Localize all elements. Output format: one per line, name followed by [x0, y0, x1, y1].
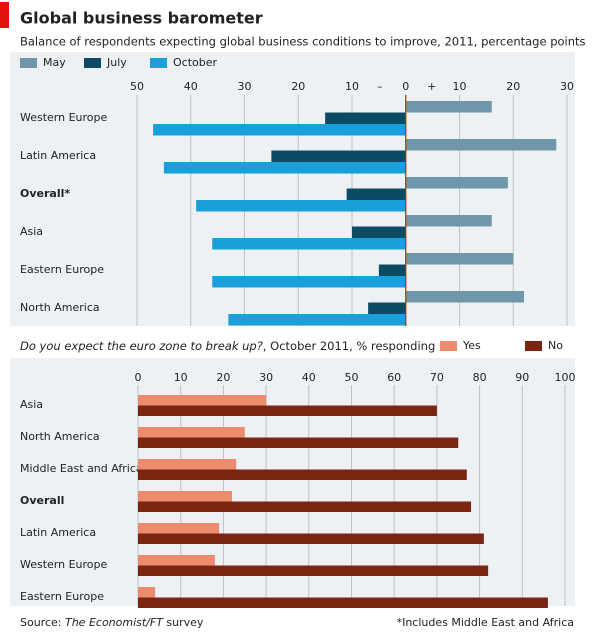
- x-tick-label: 30: [560, 80, 574, 93]
- bar: [212, 276, 406, 288]
- bar: [138, 469, 467, 480]
- x-tick-label: 90: [515, 371, 529, 384]
- legend-label: July: [106, 56, 127, 69]
- bar: [138, 533, 484, 544]
- bar: [138, 587, 156, 598]
- bar: [378, 264, 406, 276]
- x-tick-label: 20: [506, 80, 520, 93]
- bar: [138, 395, 267, 406]
- category-label: Asia: [20, 225, 43, 238]
- title: Global business barometer: [20, 9, 263, 28]
- bar: [138, 523, 220, 534]
- source-italic: The Economist/FT: [65, 616, 164, 629]
- bar: [138, 427, 245, 438]
- bar: [138, 555, 215, 566]
- legend-label: May: [43, 56, 66, 69]
- category-label: North America: [20, 301, 100, 314]
- accent: [0, 2, 9, 28]
- x-tick-label: 80: [473, 371, 487, 384]
- note: *Includes Middle East and Africa: [397, 616, 574, 629]
- bar: [138, 501, 472, 512]
- legend-label: October: [173, 56, 217, 69]
- category-label: Middle East and Africa: [20, 462, 143, 475]
- x-tick-label: 20: [291, 80, 305, 93]
- bar: [163, 162, 406, 174]
- category-label: Overall: [20, 494, 64, 507]
- x-tick-label: 70: [430, 371, 444, 384]
- bar: [405, 253, 514, 265]
- x-tick-label: 20: [216, 371, 230, 384]
- legend-label: Yes: [462, 339, 481, 352]
- x-tick-label: 30: [259, 371, 273, 384]
- x-tick-label: 30: [238, 80, 252, 93]
- panel: [10, 358, 575, 606]
- bar: [138, 437, 459, 448]
- bar: [138, 597, 548, 608]
- category-label: Asia: [20, 398, 43, 411]
- bar: [346, 188, 406, 200]
- annotation: –: [377, 80, 383, 93]
- x-tick-label: 50: [130, 80, 144, 93]
- bar: [196, 200, 406, 212]
- bar: [153, 124, 406, 136]
- bar: [405, 101, 492, 113]
- category-label: Latin America: [20, 149, 96, 162]
- bar: [405, 177, 508, 189]
- x-tick-label: 100: [555, 371, 576, 384]
- legend-label: No: [548, 339, 563, 352]
- x-tick-label: 60: [387, 371, 401, 384]
- category-label: Western Europe: [20, 558, 108, 571]
- bar: [405, 291, 524, 303]
- x-tick-label: 0: [402, 80, 409, 93]
- legend-swatch: [525, 341, 542, 351]
- x-tick-label: 40: [302, 371, 316, 384]
- bar: [325, 112, 406, 124]
- subtitle-italic: Do you expect the euro zone to break up?: [20, 339, 263, 353]
- bar: [368, 302, 406, 314]
- bar: [352, 226, 406, 238]
- annotation: +: [427, 80, 436, 93]
- x-tick-label: 40: [184, 80, 198, 93]
- category-label: Overall*: [20, 187, 70, 200]
- bar: [138, 491, 232, 502]
- source-suffix: survey: [163, 616, 204, 629]
- x-tick-label: 10: [453, 80, 467, 93]
- x-tick-label: 10: [174, 371, 188, 384]
- x-tick-label: 10: [345, 80, 359, 93]
- bar: [138, 405, 437, 416]
- legend-swatch: [150, 58, 167, 68]
- bar: [228, 314, 406, 326]
- category-label: North America: [20, 430, 100, 443]
- source-prefix: Source:: [20, 616, 65, 629]
- bar: [271, 150, 406, 162]
- source: Source: The Economist/FT survey: [20, 616, 204, 629]
- legend-swatch: [440, 341, 457, 351]
- bar: [138, 459, 237, 470]
- bar: [212, 238, 406, 250]
- category-label: Eastern Europe: [20, 590, 104, 603]
- bar: [405, 139, 557, 151]
- bar: [405, 215, 492, 227]
- category-label: Western Europe: [20, 111, 108, 124]
- subtitle: Balance of respondents expecting global …: [20, 35, 586, 49]
- bar: [138, 565, 489, 576]
- legend-swatch: [84, 58, 101, 68]
- x-tick-label: 50: [345, 371, 359, 384]
- subtitle-rest: , October 2011, % responding: [263, 339, 435, 353]
- category-label: Latin America: [20, 526, 96, 539]
- subtitle: Do you expect the euro zone to break up?…: [20, 339, 435, 353]
- category-label: Eastern Europe: [20, 263, 104, 276]
- x-tick-label: 0: [135, 371, 142, 384]
- legend-swatch: [20, 58, 37, 68]
